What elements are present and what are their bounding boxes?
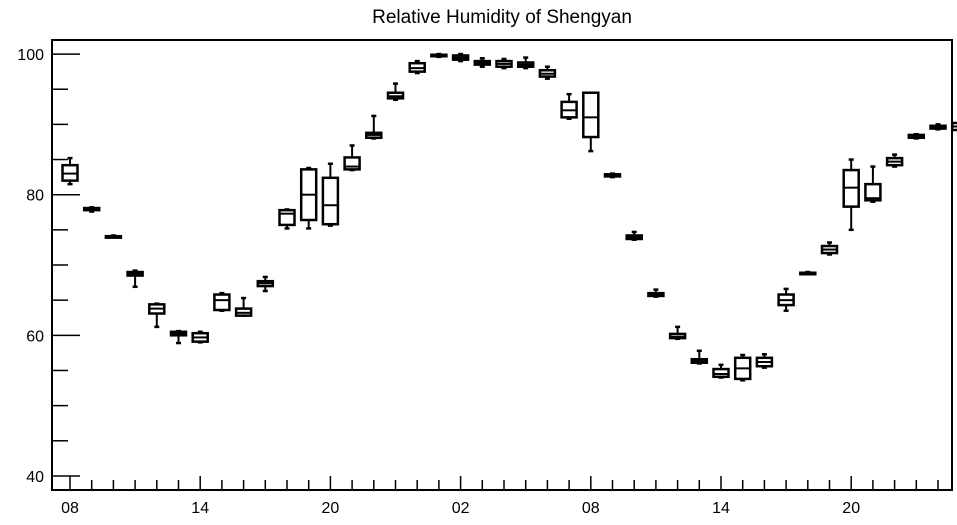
- y-tick-label: 80: [26, 188, 44, 205]
- box-item: [583, 93, 598, 151]
- box-item: [106, 235, 121, 237]
- box-item: [909, 134, 924, 138]
- box-body: [323, 178, 338, 224]
- box-item: [605, 174, 620, 178]
- x-tick-label: 14: [191, 500, 209, 517]
- x-tick-label: 14: [712, 500, 730, 517]
- box-item: [670, 327, 685, 339]
- box-item: [366, 116, 381, 139]
- box-item: [562, 94, 577, 119]
- box-item: [497, 59, 512, 68]
- box-body: [280, 210, 295, 225]
- box-item: [431, 54, 446, 57]
- box-item: [757, 354, 772, 367]
- box-item: [410, 61, 425, 73]
- x-tick-label: 20: [842, 500, 860, 517]
- box-item: [453, 54, 468, 61]
- x-axis: 081420020814200208: [61, 476, 957, 517]
- box-item: [388, 84, 403, 100]
- box-item: [822, 243, 837, 255]
- box-item: [280, 209, 295, 228]
- box-item: [63, 158, 78, 184]
- box-item: [692, 351, 707, 364]
- box-body: [214, 295, 229, 310]
- y-axis: 40 60 80 100: [17, 47, 80, 486]
- box-item: [627, 232, 642, 240]
- box-item: [800, 272, 815, 274]
- box-body: [583, 93, 598, 137]
- box-item: [193, 332, 208, 343]
- box-item: [518, 58, 533, 69]
- box-item: [714, 365, 729, 378]
- box-item: [236, 298, 251, 316]
- box-item: [214, 293, 229, 311]
- box-item: [735, 355, 750, 380]
- box-item: [475, 58, 490, 66]
- box-item: [301, 168, 316, 228]
- x-tick-label: 08: [61, 500, 79, 517]
- box-item: [648, 290, 663, 297]
- box-item: [887, 155, 902, 167]
- x-tick-label: 20: [322, 500, 340, 517]
- box-item: [149, 304, 164, 327]
- y-tick-label: 100: [17, 47, 44, 64]
- chart-title: Relative Humidity of Shengyan: [372, 7, 632, 28]
- box-item: [779, 289, 794, 311]
- y-tick-label: 60: [26, 328, 44, 345]
- x-tick-label: 08: [582, 500, 600, 517]
- box-item: [171, 331, 186, 343]
- box-item: [323, 164, 338, 226]
- box-item: [540, 67, 555, 79]
- box-item: [84, 207, 99, 211]
- y-tick-label: 40: [26, 469, 44, 486]
- box-body: [714, 369, 729, 377]
- box-item: [865, 167, 880, 202]
- box-body: [345, 157, 360, 169]
- box-item: [128, 271, 143, 287]
- box-item: [258, 277, 273, 291]
- box-item: [844, 160, 859, 230]
- plot-area-frame: [52, 40, 952, 490]
- box-item: [345, 145, 360, 170]
- x-tick-label: 02: [452, 500, 470, 517]
- box-series: [63, 54, 957, 380]
- box-item: [931, 124, 946, 129]
